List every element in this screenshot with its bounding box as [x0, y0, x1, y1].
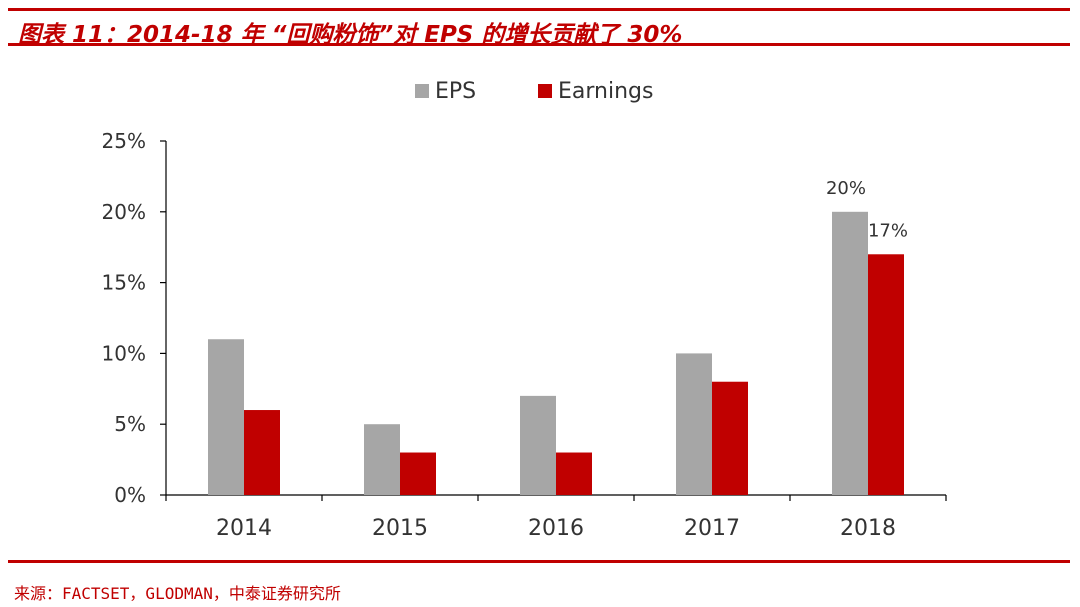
x-tick-label: 2015 — [372, 516, 428, 541]
x-tick-label: 2018 — [840, 516, 896, 541]
legend-swatch-earnings — [538, 84, 552, 98]
y-tick-label: 15% — [102, 271, 146, 295]
bar-earnings-2016 — [556, 452, 592, 495]
bar-eps-2016 — [520, 395, 556, 495]
bar-earnings-2017 — [712, 381, 748, 495]
legend-label-earnings: Earnings — [558, 79, 653, 104]
title-rule-top — [8, 8, 1070, 11]
bar-eps-2018 — [832, 211, 868, 496]
bar-eps-2017 — [676, 353, 712, 495]
title-rule-bottom — [8, 43, 1070, 46]
figure-title-bar: 图表 11：2014-18 年 “回购粉饰”对 EPS 的增长贡献了 30% — [8, 6, 1070, 48]
data-label-earnings-2018: 17% — [868, 220, 908, 241]
legend-label-eps: EPS — [435, 79, 476, 104]
x-tick-label: 2014 — [216, 516, 272, 541]
legend-swatch-eps — [415, 84, 429, 98]
source-note: 来源：FACTSET，GLODMAN，中泰证券研究所 — [14, 584, 341, 603]
bar-eps-2015 — [364, 424, 400, 495]
bar-eps-2014 — [208, 339, 244, 495]
y-tick-label: 5% — [114, 412, 146, 436]
source-rule — [8, 560, 1070, 563]
bar-earnings-2018 — [868, 254, 904, 495]
bar-earnings-2014 — [244, 410, 280, 495]
y-tick-label: 0% — [114, 483, 146, 507]
y-tick-label: 10% — [102, 341, 146, 365]
bar-chart: 0% 5% 10% 15% 20% 25% 2014 2015 2016 2017 2018 20% 1… — [0, 60, 1080, 550]
data-label-eps-2018: 20% — [826, 178, 866, 199]
bar-earnings-2015 — [400, 452, 436, 495]
x-tick-label: 2016 — [528, 516, 584, 541]
y-tick-label: 20% — [102, 200, 146, 224]
x-tick-label: 2017 — [684, 516, 740, 541]
chart-svg: 0%5%10%15%20%25%2014 2015 2016 2017 201820%1… — [102, 79, 947, 541]
y-tick-label: 25% — [102, 129, 146, 153]
